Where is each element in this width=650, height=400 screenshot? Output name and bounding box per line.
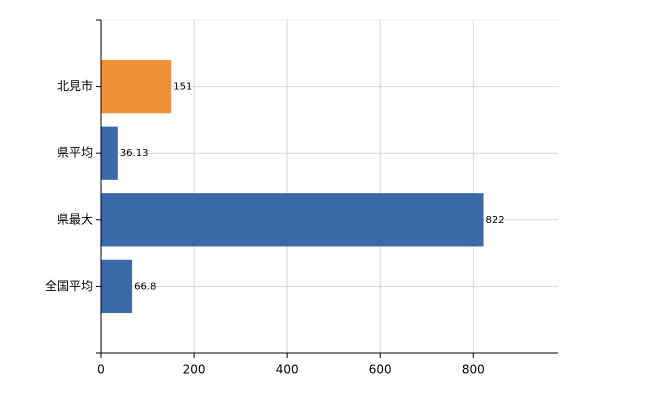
bar [101, 259, 133, 314]
y-tick-label: 北見市 [57, 78, 93, 93]
y-tick-label: 県平均 [57, 146, 93, 160]
value-label: 822 [486, 215, 505, 226]
x-tick-label: 600 [369, 363, 392, 377]
x-tick-label: 400 [276, 363, 299, 377]
x-tick-label: 800 [462, 363, 485, 377]
bar [101, 126, 118, 180]
bar [101, 59, 172, 114]
value-label: 36.13 [120, 148, 149, 159]
y-tick-label: 全国平均 [45, 278, 93, 293]
y-tick-label: 県最大 [57, 212, 93, 226]
bar [101, 193, 484, 247]
value-label: 66.8 [134, 281, 156, 292]
value-label: 151 [173, 82, 192, 93]
x-tick-label: 200 [183, 363, 206, 377]
x-tick-label: 0 [97, 363, 105, 377]
